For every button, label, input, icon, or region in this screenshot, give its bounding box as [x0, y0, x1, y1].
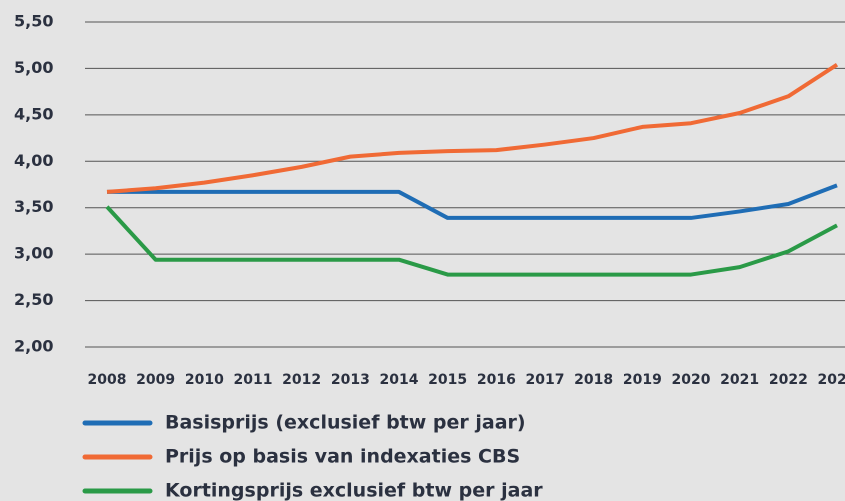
y-tick-label: 4,50 — [14, 104, 53, 123]
x-tick-label: 2019 — [623, 372, 662, 388]
series-line — [106, 63, 839, 194]
x-tick-label: 2018 — [574, 372, 613, 388]
legend-label: Prijs op basis van indexaties CBS — [165, 446, 520, 468]
x-tick-label: 2008 — [88, 372, 127, 388]
y-tick-label: 5,50 — [14, 12, 53, 31]
x-tick-label: 2016 — [477, 372, 516, 388]
x-tick-label: 2009 — [136, 372, 175, 388]
x-tick-label: 2010 — [185, 372, 224, 388]
series-line — [105, 205, 838, 277]
x-tick-label: 2020 — [672, 372, 711, 388]
y-tick-label: 2,00 — [14, 337, 53, 356]
x-tick-label: 2023 — [818, 372, 845, 388]
x-tick-label: 2021 — [720, 372, 759, 388]
y-tick-label: 5,00 — [14, 58, 53, 77]
x-tick-label: 2013 — [331, 372, 370, 388]
x-tick-label: 2011 — [234, 372, 273, 388]
legend-label: Basisprijs (exclusief btw per jaar) — [165, 412, 526, 434]
legend-label: Kortingsprijs exclusief btw per jaar — [165, 480, 543, 501]
x-tick-label: 2014 — [380, 372, 419, 388]
y-tick-label: 3,00 — [14, 244, 53, 263]
series-line — [107, 183, 838, 220]
x-tick-label: 2017 — [526, 372, 565, 388]
y-tick-label: 4,00 — [14, 151, 53, 170]
y-tick-label: 3,50 — [14, 197, 53, 216]
y-tick-label: 2,50 — [14, 290, 53, 309]
x-tick-label: 2022 — [769, 372, 808, 388]
x-tick-label: 2012 — [282, 372, 321, 388]
x-tick-label: 2015 — [428, 372, 467, 388]
